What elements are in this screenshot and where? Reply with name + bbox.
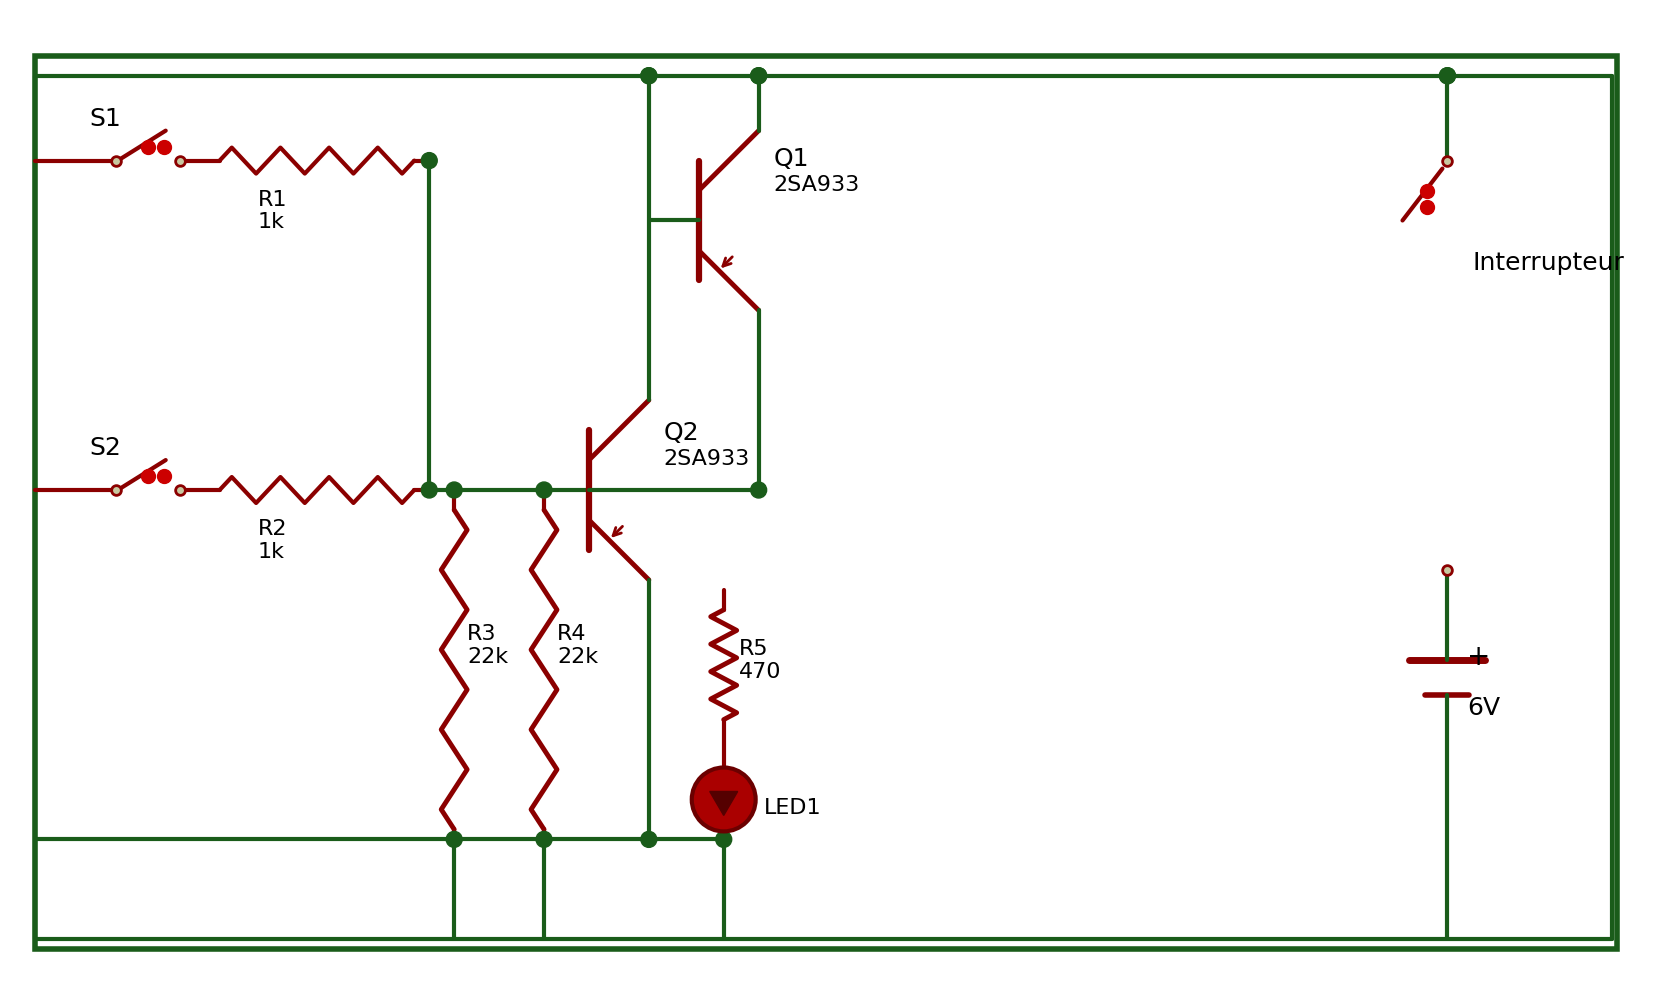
Circle shape — [421, 482, 437, 498]
Circle shape — [715, 831, 732, 848]
Text: 2SA933: 2SA933 — [773, 175, 860, 195]
Text: S1: S1 — [90, 107, 121, 130]
Circle shape — [535, 482, 552, 498]
Text: +: + — [1467, 643, 1490, 671]
Text: R3: R3 — [467, 623, 497, 644]
Text: R4: R4 — [557, 623, 587, 644]
Text: 6V: 6V — [1467, 696, 1500, 719]
Polygon shape — [710, 791, 738, 815]
Text: 1k: 1k — [258, 541, 284, 562]
Text: S2: S2 — [90, 436, 121, 460]
Circle shape — [640, 68, 657, 84]
Circle shape — [750, 68, 767, 84]
Text: 470: 470 — [738, 662, 782, 682]
Text: LED1: LED1 — [763, 798, 822, 818]
Text: 2SA933: 2SA933 — [664, 450, 750, 469]
Text: 1k: 1k — [258, 212, 284, 232]
Circle shape — [692, 768, 755, 831]
Circle shape — [1440, 68, 1455, 84]
Circle shape — [1440, 68, 1455, 84]
Text: 22k: 22k — [467, 647, 509, 667]
Text: R5: R5 — [738, 638, 768, 659]
Circle shape — [446, 831, 462, 848]
Text: R1: R1 — [258, 190, 288, 209]
Circle shape — [640, 831, 657, 848]
Circle shape — [446, 482, 462, 498]
Text: R2: R2 — [258, 519, 288, 538]
Circle shape — [535, 831, 552, 848]
Text: Q1: Q1 — [773, 146, 810, 171]
Text: Interrupteur: Interrupteur — [1472, 251, 1625, 276]
Circle shape — [750, 482, 767, 498]
Text: 22k: 22k — [557, 647, 599, 667]
Circle shape — [750, 68, 767, 84]
Circle shape — [640, 68, 657, 84]
Circle shape — [421, 152, 437, 169]
Text: Q2: Q2 — [664, 421, 700, 446]
